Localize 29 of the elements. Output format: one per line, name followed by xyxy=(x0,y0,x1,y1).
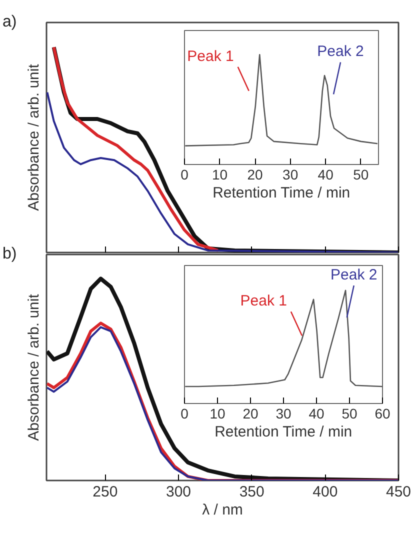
x-tick-label: 50 xyxy=(342,406,358,422)
x-tick-label: 20 xyxy=(247,166,264,182)
chart-title: a) xyxy=(2,14,17,30)
x-tick-label: 30 xyxy=(276,406,292,422)
x-tick-label: 50 xyxy=(353,166,369,182)
x-tick-label: 350 xyxy=(239,484,264,500)
annotation: Peak 2 xyxy=(330,266,378,284)
x-tick-label: 30 xyxy=(282,166,298,182)
x-axis-title: Retention Time / min xyxy=(214,424,352,440)
y-axis-title: Absorbance / arb. unit xyxy=(26,63,42,211)
annotation: Peak 1 xyxy=(240,292,287,310)
y-axis-title: Absorbance / arb. unit xyxy=(26,293,42,441)
x-tick-label: 450 xyxy=(386,484,412,500)
x-tick-label: 40 xyxy=(308,406,324,422)
annotation: Peak 1 xyxy=(187,48,234,65)
x-tick-label: 20 xyxy=(242,406,258,422)
x-tick-label: 10 xyxy=(210,406,226,422)
x-tick-label: 300 xyxy=(166,484,192,500)
chart-title: b) xyxy=(2,246,17,262)
x-tick-label: 0 xyxy=(180,406,189,422)
x-tick-label: 400 xyxy=(312,484,338,500)
x-axis-title: λ / nm xyxy=(202,502,243,518)
x-tick-label: 10 xyxy=(212,166,228,182)
x-tick-label: 40 xyxy=(318,166,334,182)
annotation: Peak 2 xyxy=(317,43,364,60)
x-tick-label: 250 xyxy=(92,484,118,500)
x-axis-title: Retention Time / min xyxy=(212,184,350,202)
x-tick-label: 0 xyxy=(180,166,189,182)
x-tick-label: 60 xyxy=(374,406,390,422)
